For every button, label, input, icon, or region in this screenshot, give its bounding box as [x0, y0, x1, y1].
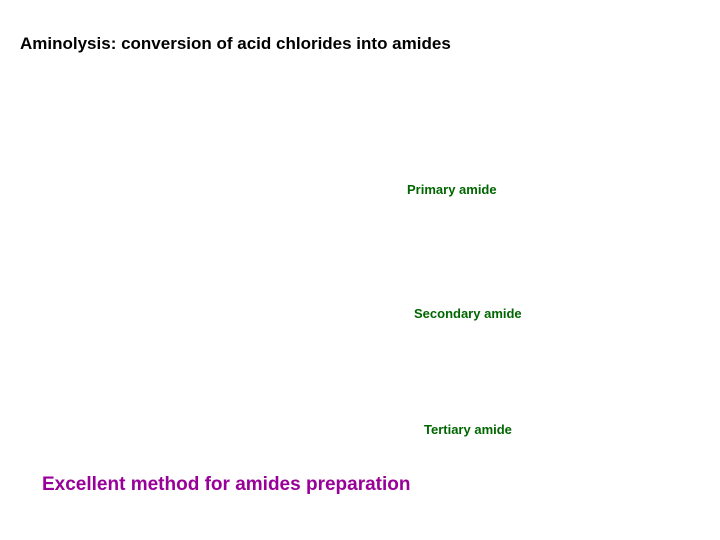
label-tertiary-amide: Tertiary amide [424, 422, 512, 437]
label-secondary-amide: Secondary amide [414, 306, 522, 321]
label-primary-amide: Primary amide [407, 182, 497, 197]
page-title: Aminolysis: conversion of acid chlorides… [20, 34, 451, 54]
footer-note: Excellent method for amides preparation [42, 474, 410, 496]
